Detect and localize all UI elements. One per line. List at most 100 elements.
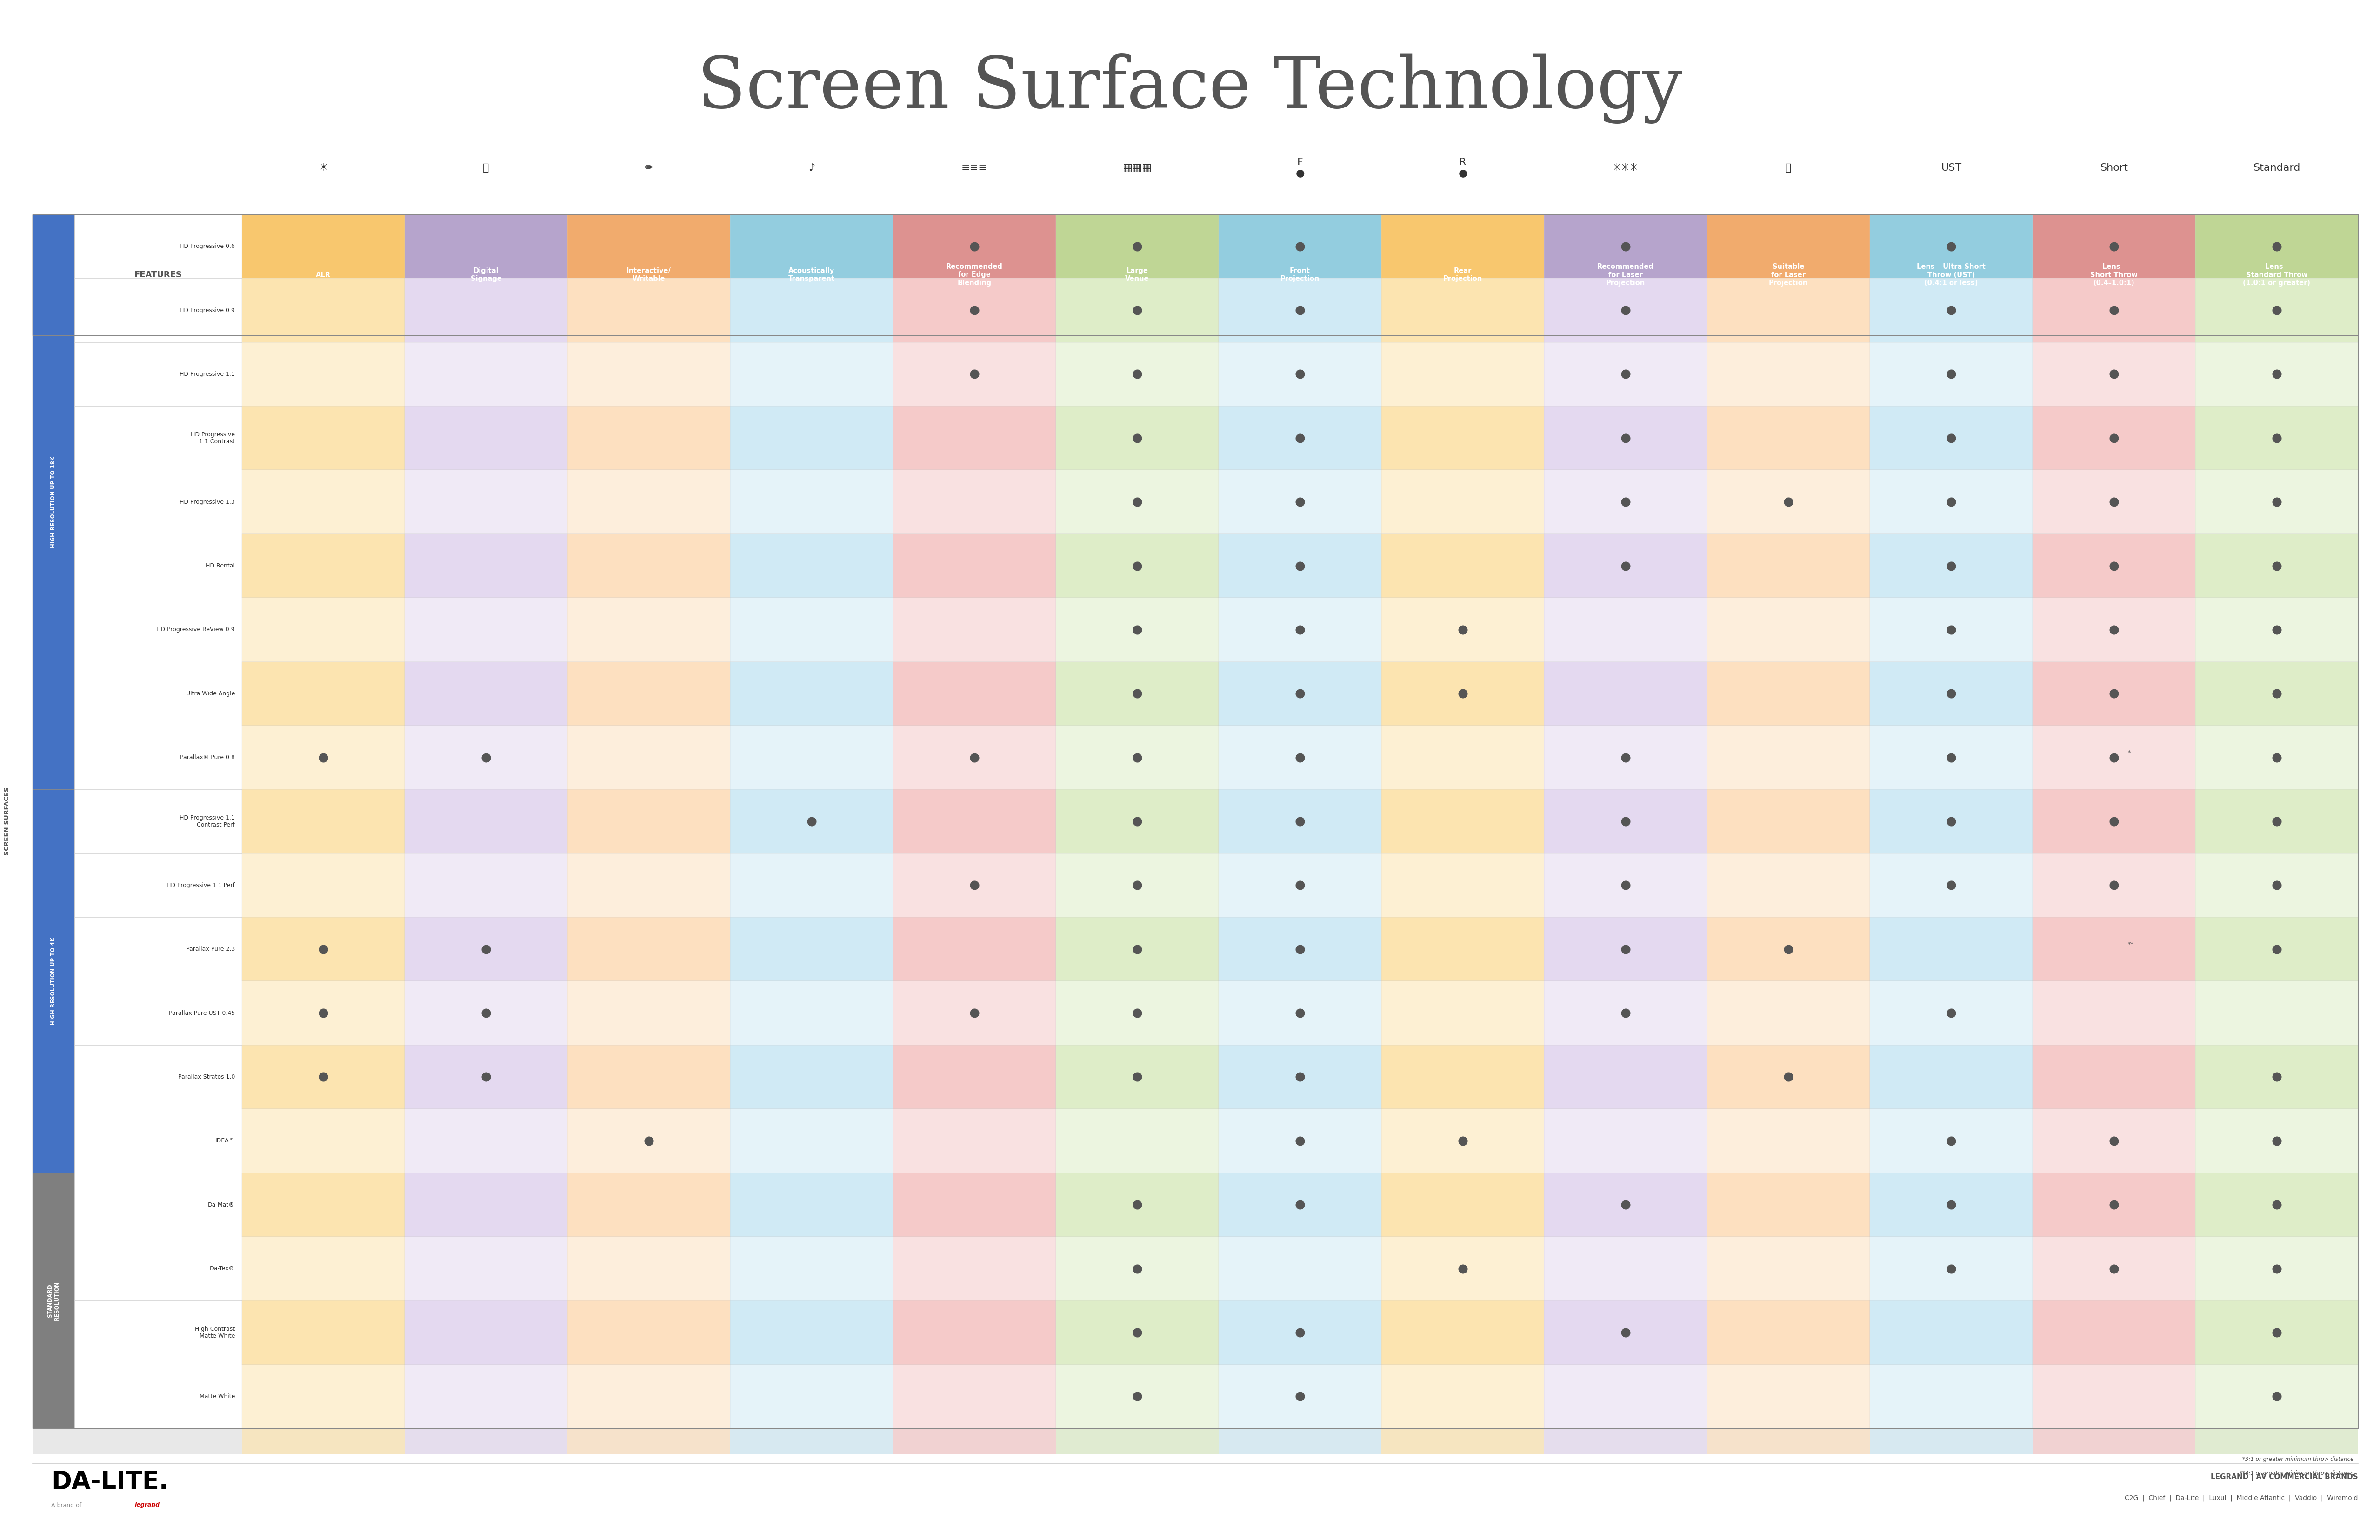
Bar	[1545, 1364, 1706, 1429]
Bar	[243, 1429, 405, 1454]
Point	[2094, 873, 2132, 898]
Text: Recommended
for Edge
Blending: Recommended for Edge Blending	[947, 263, 1002, 286]
Bar	[731, 407, 892, 470]
Text: Short: Short	[2099, 163, 2128, 172]
Bar	[405, 1364, 566, 1429]
Point	[2094, 1129, 2132, 1153]
Bar	[566, 342, 731, 407]
Bar	[2194, 918, 2359, 981]
Bar	[1219, 342, 1380, 407]
Bar	[1871, 1301, 2033, 1364]
Bar	[1871, 1109, 2033, 1173]
Bar	[1057, 918, 1219, 981]
Bar	[405, 1109, 566, 1173]
Point	[2259, 1129, 2297, 1153]
Bar	[405, 1046, 566, 1109]
Bar	[243, 214, 405, 279]
Bar	[1219, 981, 1380, 1046]
Bar	[2194, 1301, 2359, 1364]
Bar	[892, 279, 1057, 342]
Bar	[405, 598, 566, 662]
Point	[1607, 808, 1645, 833]
Point	[1607, 873, 1645, 898]
Text: Acoustically
Transparent: Acoustically Transparent	[788, 268, 835, 282]
Bar	[1871, 1237, 2033, 1301]
Bar	[731, 1364, 892, 1429]
Bar	[892, 534, 1057, 598]
Bar	[1706, 1364, 1871, 1429]
Bar	[1057, 1364, 1219, 1429]
Bar	[1871, 214, 2033, 279]
Bar	[892, 981, 1057, 1046]
Bar	[1871, 598, 2033, 662]
Bar	[74, 662, 243, 725]
Bar	[1057, 214, 1219, 279]
Bar	[1057, 279, 1219, 342]
Bar	[243, 981, 405, 1046]
Point	[1933, 618, 1971, 642]
Bar	[731, 534, 892, 598]
Bar	[1219, 1429, 1380, 1454]
Bar	[1545, 981, 1706, 1046]
Text: Lens – Ultra Short
Throw (UST)
(0.4:1 or less): Lens – Ultra Short Throw (UST) (0.4:1 or…	[1916, 263, 1985, 286]
Bar	[2033, 534, 2194, 598]
Point	[1607, 936, 1645, 961]
Bar	[1219, 1237, 1380, 1301]
Point	[305, 1001, 343, 1026]
Bar	[1380, 1364, 1545, 1429]
Point	[1119, 297, 1157, 322]
Bar	[1871, 790, 2033, 853]
Point	[1933, 745, 1971, 770]
Point	[2259, 1257, 2297, 1281]
Bar	[2033, 725, 2194, 790]
Bar	[405, 214, 566, 279]
Point	[1768, 1064, 1806, 1089]
Point	[2259, 297, 2297, 322]
Point	[1768, 936, 1806, 961]
Bar	[566, 790, 731, 853]
Point	[1607, 1192, 1645, 1217]
Bar	[1380, 1109, 1545, 1173]
Bar	[2033, 981, 2194, 1046]
Bar	[405, 918, 566, 981]
Bar	[74, 1046, 243, 1109]
Bar	[892, 853, 1057, 918]
Point	[1119, 490, 1157, 514]
Point	[1119, 936, 1157, 961]
Point	[2094, 681, 2132, 705]
Bar	[1219, 279, 1380, 342]
Bar	[243, 918, 405, 981]
Bar	[1871, 342, 2033, 407]
Text: HD Progressive 1.3: HD Progressive 1.3	[178, 499, 236, 505]
Point	[1280, 618, 1319, 642]
Bar	[1706, 598, 1871, 662]
Point	[305, 936, 343, 961]
Bar	[1871, 279, 2033, 342]
Point	[1933, 1001, 1971, 1026]
Point	[2094, 490, 2132, 514]
Bar	[1057, 1109, 1219, 1173]
Bar	[33, 1429, 2359, 1454]
Point	[1280, 1384, 1319, 1409]
Bar	[405, 214, 566, 336]
Text: *: *	[2128, 750, 2130, 756]
Point	[2259, 1192, 2297, 1217]
Bar	[2194, 470, 2359, 534]
Bar	[243, 662, 405, 725]
Bar	[2033, 470, 2194, 534]
Bar	[1706, 1109, 1871, 1173]
Point	[466, 1064, 505, 1089]
Bar	[1057, 470, 1219, 534]
Bar	[1057, 981, 1219, 1046]
Bar	[566, 214, 731, 279]
Text: Screen Surface Technology: Screen Surface Technology	[697, 54, 1683, 123]
Bar	[2033, 407, 2194, 470]
Point	[2259, 1064, 2297, 1089]
Bar	[2194, 598, 2359, 662]
Bar	[74, 342, 243, 407]
Bar	[892, 598, 1057, 662]
Bar	[405, 1301, 566, 1364]
Point	[2259, 425, 2297, 450]
Bar	[1380, 279, 1545, 342]
Bar	[731, 1301, 892, 1364]
